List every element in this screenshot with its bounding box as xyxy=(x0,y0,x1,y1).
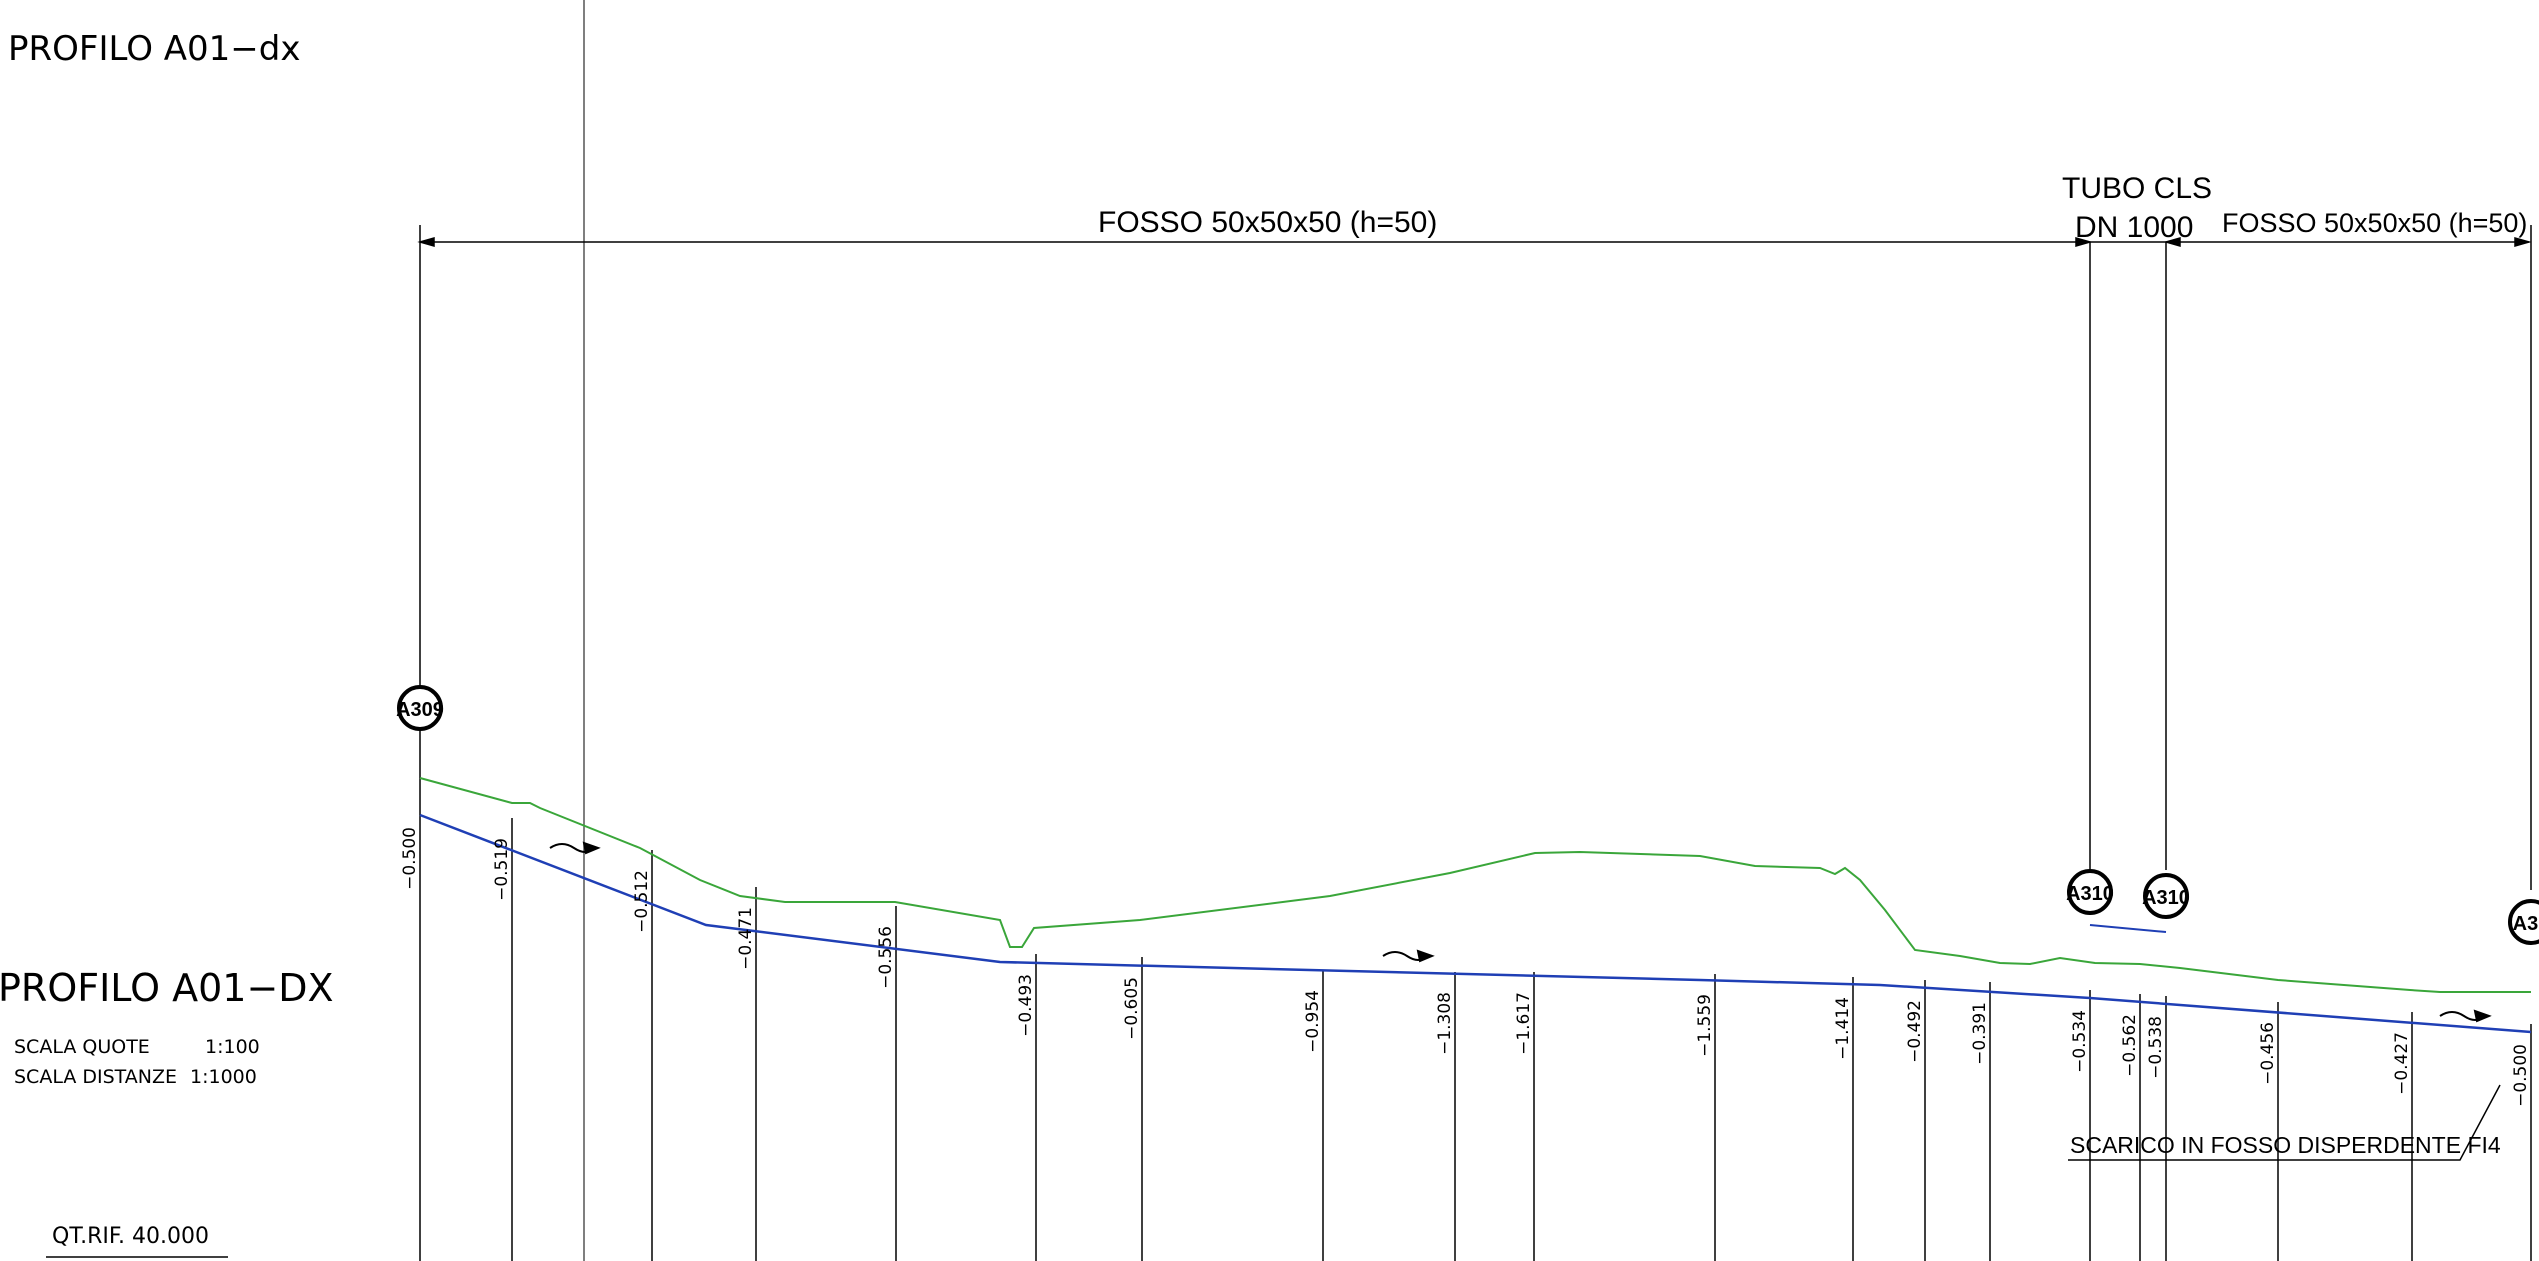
depth-label: −0.562 xyxy=(2120,1014,2140,1077)
pipe-invert-segment xyxy=(2089,924,2167,933)
depth-label: −1.308 xyxy=(1435,992,1455,1055)
depth-label: −0.492 xyxy=(1905,1000,1925,1063)
depth-labels: −0.500 −0.519 −0.512 −0.471 −0.556 −0.493 −0.6… xyxy=(400,827,2531,1107)
scale-label-distances: SCALA DISTANZE xyxy=(14,1066,177,1088)
svg-text:A310: A310 xyxy=(2066,883,2114,905)
depth-label: −0.391 xyxy=(1970,1002,1990,1065)
header-title: PROFILO A01−dx xyxy=(8,29,301,69)
depth-label: −0.954 xyxy=(1303,990,1323,1053)
svg-text:A310: A310 xyxy=(2142,887,2190,909)
depth-label: −0.534 xyxy=(2070,1010,2090,1073)
dimension-lines xyxy=(417,225,2532,890)
depth-label: −0.427 xyxy=(2392,1032,2412,1095)
marker-a310-right: A310 xyxy=(2142,873,2190,919)
depth-label: −1.559 xyxy=(1695,994,1715,1057)
depth-label: −0.456 xyxy=(2258,1022,2278,1085)
svg-text:SCARICO IN FOSSO DISPERDENTE F: SCARICO IN FOSSO DISPERDENTE FI4 xyxy=(2070,1132,2501,1158)
profile-title: PROFILO A01−DX xyxy=(0,966,334,1010)
depth-label: −0.493 xyxy=(1016,974,1036,1037)
depth-label: −1.617 xyxy=(1514,992,1534,1055)
depth-label: −0.471 xyxy=(736,907,756,970)
scale-value-distances: 1:1000 xyxy=(190,1066,257,1088)
marker-a31: A31 xyxy=(2508,899,2539,945)
depth-label: −0.538 xyxy=(2146,1016,2166,1079)
depth-label: −0.519 xyxy=(492,838,512,901)
svg-text:A31: A31 xyxy=(2513,913,2539,935)
svg-text:A309: A309 xyxy=(396,699,444,721)
ditch-right-label: FOSSO 50x50x50 (h=50) xyxy=(2222,208,2527,238)
depth-label: −0.500 xyxy=(2511,1044,2531,1107)
ground-line xyxy=(419,777,2531,993)
depth-label: −0.605 xyxy=(1122,977,1142,1040)
reference-level: QT.RIF. 40.000 xyxy=(52,1224,209,1249)
scale-label-heights: SCALA QUOTE xyxy=(14,1036,150,1058)
ditch-left-label: FOSSO 50x50x50 (h=50) xyxy=(1098,206,1437,239)
pipe-label-line2: DN 1000 xyxy=(2075,211,2193,244)
marker-a310-left: A310 xyxy=(2066,869,2114,915)
depth-label: −0.500 xyxy=(400,827,420,890)
pipe-label-line1: TUBO CLS xyxy=(2062,172,2212,205)
marker-a309: A309 xyxy=(396,685,444,731)
depth-label: −0.556 xyxy=(876,926,896,989)
flow-arrows xyxy=(549,841,2492,1023)
discharge-note: SCARICO IN FOSSO DISPERDENTE FI4 xyxy=(2068,1084,2501,1161)
depth-label: −1.414 xyxy=(1833,997,1853,1060)
invert-line xyxy=(419,813,2532,1034)
section-lines xyxy=(419,680,2532,1261)
scale-value-heights: 1:100 xyxy=(205,1036,260,1058)
depth-label: −0.512 xyxy=(632,870,652,933)
